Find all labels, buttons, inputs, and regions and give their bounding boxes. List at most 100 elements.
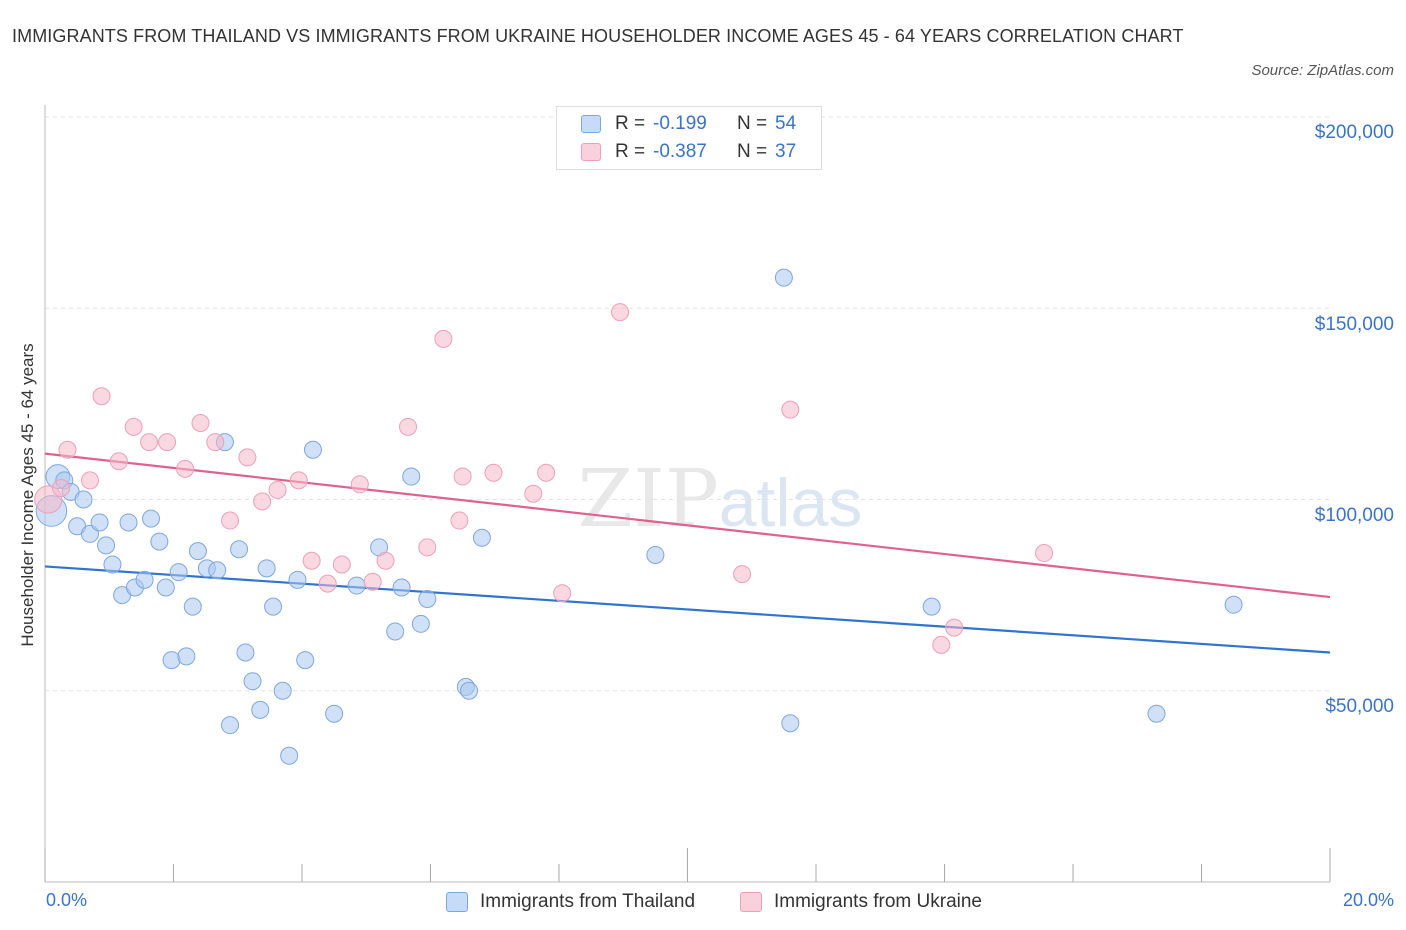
ukraine-point [238,448,257,467]
legend-item-ukraine[interactable]: Immigrants from Ukraine [740,888,982,916]
ukraine-point [318,574,337,593]
legend-label: Immigrants from Ukraine [774,891,982,912]
ukraine-point [253,492,272,511]
n-value: 37 [775,141,797,162]
ukraine-point [363,572,382,591]
thailand-point [119,513,138,532]
legend-swatch-pink [581,143,601,161]
ukraine-trend-line [44,452,1331,599]
thailand-point [208,561,227,580]
ukraine-point [58,440,77,459]
x-tick-label-max: 20.0% [1342,890,1394,910]
ukraine-point [733,565,752,584]
y-axis-label: Householder Income Ages 45 - 64 years [18,343,37,647]
thailand-point [236,643,255,662]
thailand-point [103,555,122,574]
thailand-point [418,589,437,608]
n-label: N = [737,141,768,162]
thailand-point [135,570,154,589]
thailand-point [97,536,116,555]
ukraine-point [484,463,503,482]
thailand-point [169,563,188,582]
ukraine-point [302,551,321,570]
source-note: Source: ZipAtlas.com [1251,62,1394,79]
n-value: 54 [775,113,797,134]
y-tick-label: $100,000 [1314,505,1394,526]
thailand-point [188,542,207,561]
ukraine-point [92,387,111,406]
ukraine-point [399,417,418,436]
ukraine-point [80,471,99,490]
ukraine-point [221,511,240,530]
thailand-point [273,681,292,700]
thailand-point [325,704,344,723]
ukraine-point [611,303,630,322]
ukraine-point [176,459,195,478]
thailand-point [460,681,479,700]
thailand-trend-line [44,565,1331,654]
ukraine-point [268,480,287,499]
ukraine-point [206,433,225,452]
thailand-point [288,570,307,589]
ukraine-point [945,618,964,637]
r-label: R = [615,141,646,162]
ukraine-point [350,475,369,494]
ukraine-point [1035,544,1054,563]
thailand-point [221,716,240,735]
y-tick-label: $150,000 [1314,314,1394,335]
ukraine-point [524,484,543,503]
thailand-point [90,513,109,532]
legend-label: Immigrants from Thailand [480,891,696,912]
ukraine-point [332,555,351,574]
thailand-point [646,545,665,564]
thailand-point [183,597,202,616]
data-points [34,268,1243,765]
thailand-point [392,578,411,597]
legend-swatch-pink [740,892,762,912]
thailand-point [150,532,169,551]
thailand-point [386,622,405,641]
x-tick-label-min: 0.0% [46,890,88,910]
thailand-point [402,467,421,486]
stats-legend-row-thailand: R = -0.199 N = 54 [581,111,796,137]
thailand-point [472,528,491,547]
ukraine-point [158,433,177,452]
thailand-point [347,576,366,595]
thailand-point [257,559,276,578]
stats-legend-row-ukraine: R = -0.387 N = 37 [581,139,796,165]
thailand-point [1147,704,1166,723]
thailand-point [303,440,322,459]
y-axis-label-wrap: Householder Income Ages 45 - 64 years [14,320,42,670]
ukraine-point [140,433,159,452]
thailand-point [251,700,270,719]
ukraine-point [781,400,800,419]
legend-swatch-blue [581,115,601,133]
thailand-point [142,509,161,528]
legend-swatch-blue [446,892,468,912]
trend-lines [44,452,1331,654]
ukraine-point [52,479,71,498]
r-value: -0.199 [653,113,707,134]
thailand-point [243,672,262,691]
thailand-point [162,651,181,670]
ukraine-point [453,467,472,486]
ukraine-point [418,538,437,557]
n-label: N = [737,113,768,134]
thailand-point [774,268,793,287]
thailand-point [80,524,99,543]
ukraine-point [450,511,469,530]
ukraine-point [932,635,951,654]
y-tick-label: $50,000 [1325,696,1394,717]
chart-title: IMMIGRANTS FROM THAILAND VS IMMIGRANTS F… [12,26,1184,46]
thailand-point [74,490,93,509]
thailand-point [280,746,299,765]
watermark: ZIPatlas [578,452,863,545]
r-value: -0.387 [653,141,707,162]
r-label: R = [615,113,646,134]
thailand-point [781,714,800,733]
legend-item-thailand[interactable]: Immigrants from Thailand [446,888,695,916]
ukraine-point [376,551,395,570]
thailand-point [156,578,175,597]
ukraine-point [191,414,210,432]
